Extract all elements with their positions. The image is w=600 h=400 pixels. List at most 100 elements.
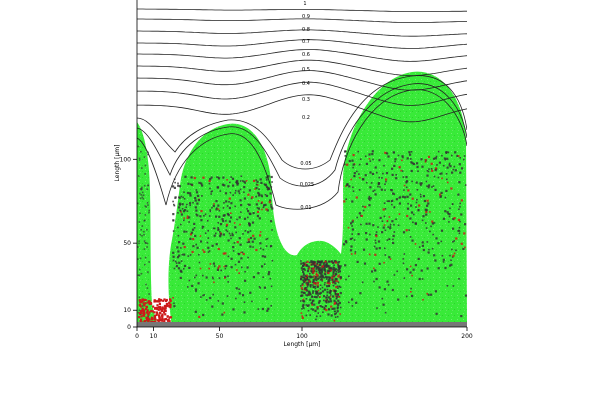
cell-mark (457, 218, 460, 221)
red-cell-mark (166, 304, 169, 308)
contour-line (137, 39, 467, 49)
cell-mark (351, 225, 353, 227)
cell-mark (416, 189, 419, 191)
cell-mark (240, 257, 243, 260)
cell-mark (140, 150, 142, 153)
red-cell-mark (142, 309, 145, 312)
cell-mark (320, 266, 323, 268)
cell-mark (328, 265, 331, 267)
cell-mark (431, 220, 434, 223)
cell-mark (434, 157, 437, 160)
y-tick-label: 0 (127, 324, 131, 331)
cell-mark (351, 237, 354, 240)
cell-mark (425, 210, 428, 213)
cell-mark (337, 287, 339, 289)
cell-mark (381, 177, 383, 179)
cell-mark (430, 162, 433, 165)
cell-mark (362, 205, 364, 208)
cell-mark (200, 182, 203, 185)
cell-mark (266, 179, 268, 181)
cell-mark (216, 268, 219, 271)
cell-mark (392, 234, 395, 237)
cell-mark (369, 199, 371, 201)
cell-mark (375, 231, 378, 233)
red-cell-mark (159, 312, 162, 315)
cell-mark (323, 306, 326, 309)
cell-mark (224, 275, 227, 278)
cell-mark (321, 276, 324, 278)
cell-mark (329, 298, 332, 301)
cell-mark (141, 186, 143, 189)
cell-mark (379, 216, 382, 219)
cell-mark (418, 204, 421, 207)
cell-mark (240, 204, 243, 207)
cell-mark (359, 158, 362, 160)
cell-mark (201, 227, 204, 229)
red-cell-mark (145, 311, 149, 314)
cell-mark (249, 245, 252, 248)
cell-mark (141, 225, 144, 227)
cell-mark (204, 232, 207, 234)
cell-mark (406, 180, 409, 183)
cell-mark (395, 218, 397, 220)
cell-mark (266, 188, 269, 191)
cell-mark (317, 312, 320, 314)
cell-mark (426, 169, 429, 172)
red-cell-mark (145, 305, 148, 308)
cell-mark (172, 219, 175, 222)
cell-mark (458, 181, 461, 184)
cell-mark (141, 191, 144, 194)
red-cell-mark (168, 320, 171, 323)
cell-mark (187, 286, 189, 288)
cell-mark (197, 194, 200, 197)
cell-mark (187, 255, 190, 257)
cell-mark (244, 182, 246, 184)
cell-mark (141, 196, 144, 199)
cell-mark (183, 230, 186, 233)
red-cell-mark (157, 320, 160, 323)
cell-mark (302, 276, 306, 279)
cell-mark (443, 164, 445, 167)
cell-mark (237, 260, 241, 263)
cell-mark (210, 176, 213, 179)
red-cell-mark (155, 306, 158, 310)
cell-mark (411, 197, 414, 200)
cell-mark (319, 262, 322, 265)
cell-mark (316, 261, 319, 264)
cell-mark (351, 233, 353, 235)
cell-mark (186, 216, 189, 219)
cell-mark (253, 179, 256, 182)
cell-mark (183, 217, 185, 219)
cell-mark (319, 269, 322, 272)
cell-mark (329, 269, 332, 272)
cell-mark (234, 263, 237, 266)
cell-mark (181, 253, 184, 256)
cell-mark (261, 265, 264, 268)
cell-mark (138, 268, 141, 271)
cell-mark (411, 274, 413, 277)
cell-mark (411, 162, 414, 165)
cell-mark (217, 208, 220, 210)
cell-mark (256, 180, 259, 183)
cell-mark (421, 219, 424, 222)
cell-mark (326, 269, 329, 272)
cell-mark (315, 270, 318, 273)
cell-mark (138, 240, 140, 242)
cell-mark (231, 177, 235, 180)
cell-mark (331, 275, 334, 278)
cell-mark (337, 265, 340, 268)
cell-mark (253, 237, 256, 240)
cell-mark (460, 242, 463, 245)
cell-mark (326, 298, 328, 301)
cell-mark (433, 254, 436, 257)
cell-mark (334, 282, 337, 285)
cell-mark (312, 260, 315, 264)
red-cell-mark (142, 311, 146, 314)
cell-mark (456, 154, 459, 158)
cell-mark (310, 308, 313, 310)
cell-mark (172, 213, 175, 216)
red-cell-mark (152, 305, 155, 308)
red-cell-mark (164, 307, 167, 310)
cell-mark (332, 280, 335, 283)
cell-mark (228, 206, 231, 210)
